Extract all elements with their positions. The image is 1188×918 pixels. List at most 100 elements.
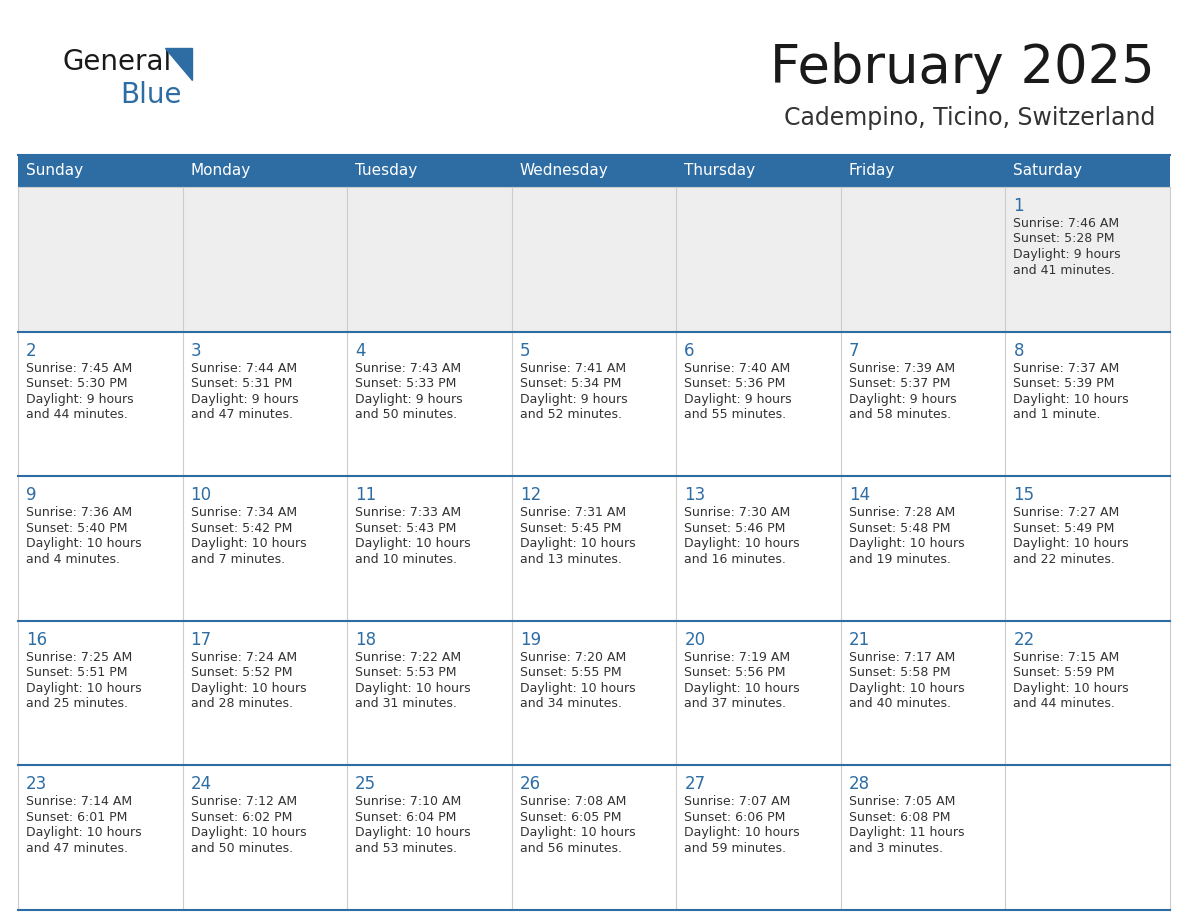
Text: Daylight: 9 hours: Daylight: 9 hours xyxy=(355,393,463,406)
Text: Daylight: 10 hours: Daylight: 10 hours xyxy=(190,826,307,839)
Text: General: General xyxy=(62,48,171,76)
Text: Daylight: 10 hours: Daylight: 10 hours xyxy=(1013,537,1129,550)
Text: Sunset: 6:05 PM: Sunset: 6:05 PM xyxy=(519,811,621,823)
Text: Sunrise: 7:34 AM: Sunrise: 7:34 AM xyxy=(190,506,297,520)
Text: Sunset: 5:43 PM: Sunset: 5:43 PM xyxy=(355,521,456,534)
Text: Daylight: 10 hours: Daylight: 10 hours xyxy=(190,537,307,550)
Text: 16: 16 xyxy=(26,631,48,649)
Text: Tuesday: Tuesday xyxy=(355,163,417,178)
Text: February 2025: February 2025 xyxy=(770,42,1155,94)
Text: 22: 22 xyxy=(1013,631,1035,649)
Text: Sunset: 5:48 PM: Sunset: 5:48 PM xyxy=(849,521,950,534)
Text: 14: 14 xyxy=(849,487,870,504)
Text: Daylight: 9 hours: Daylight: 9 hours xyxy=(849,393,956,406)
Text: Blue: Blue xyxy=(120,81,182,109)
Text: Sunset: 6:06 PM: Sunset: 6:06 PM xyxy=(684,811,785,823)
Text: Daylight: 10 hours: Daylight: 10 hours xyxy=(684,537,800,550)
Text: Sunset: 5:28 PM: Sunset: 5:28 PM xyxy=(1013,232,1114,245)
Text: and 3 minutes.: and 3 minutes. xyxy=(849,842,943,855)
Text: 28: 28 xyxy=(849,776,870,793)
Text: 20: 20 xyxy=(684,631,706,649)
Text: Sunset: 5:58 PM: Sunset: 5:58 PM xyxy=(849,666,950,679)
Text: Sunrise: 7:27 AM: Sunrise: 7:27 AM xyxy=(1013,506,1119,520)
Text: Sunset: 5:40 PM: Sunset: 5:40 PM xyxy=(26,521,127,534)
Text: Daylight: 10 hours: Daylight: 10 hours xyxy=(26,537,141,550)
Text: and 40 minutes.: and 40 minutes. xyxy=(849,698,950,711)
Text: Sunrise: 7:37 AM: Sunrise: 7:37 AM xyxy=(1013,362,1119,375)
Text: Daylight: 9 hours: Daylight: 9 hours xyxy=(1013,248,1121,261)
Text: Sunset: 5:33 PM: Sunset: 5:33 PM xyxy=(355,377,456,390)
Text: and 41 minutes.: and 41 minutes. xyxy=(1013,263,1116,276)
Text: Sunset: 5:36 PM: Sunset: 5:36 PM xyxy=(684,377,785,390)
Text: 8: 8 xyxy=(1013,341,1024,360)
Text: and 37 minutes.: and 37 minutes. xyxy=(684,698,786,711)
Polygon shape xyxy=(165,48,192,80)
Text: and 19 minutes.: and 19 minutes. xyxy=(849,553,950,565)
Text: Sunrise: 7:10 AM: Sunrise: 7:10 AM xyxy=(355,795,461,809)
Text: 25: 25 xyxy=(355,776,377,793)
Text: and 58 minutes.: and 58 minutes. xyxy=(849,409,950,421)
Text: Sunrise: 7:39 AM: Sunrise: 7:39 AM xyxy=(849,362,955,375)
Text: 9: 9 xyxy=(26,487,37,504)
Text: and 59 minutes.: and 59 minutes. xyxy=(684,842,786,855)
Text: Daylight: 10 hours: Daylight: 10 hours xyxy=(1013,682,1129,695)
Text: Sunrise: 7:17 AM: Sunrise: 7:17 AM xyxy=(849,651,955,664)
Text: 19: 19 xyxy=(519,631,541,649)
Text: and 47 minutes.: and 47 minutes. xyxy=(26,842,128,855)
Text: and 52 minutes.: and 52 minutes. xyxy=(519,409,621,421)
Text: Daylight: 10 hours: Daylight: 10 hours xyxy=(519,537,636,550)
Text: Sunday: Sunday xyxy=(26,163,83,178)
Text: Sunset: 6:01 PM: Sunset: 6:01 PM xyxy=(26,811,127,823)
Bar xyxy=(18,621,1170,766)
Bar xyxy=(676,155,841,187)
Text: Sunset: 5:49 PM: Sunset: 5:49 PM xyxy=(1013,521,1114,534)
Text: Sunrise: 7:19 AM: Sunrise: 7:19 AM xyxy=(684,651,790,664)
Text: and 16 minutes.: and 16 minutes. xyxy=(684,553,786,565)
Text: 23: 23 xyxy=(26,776,48,793)
Bar xyxy=(18,187,1170,331)
Text: Sunrise: 7:15 AM: Sunrise: 7:15 AM xyxy=(1013,651,1119,664)
Text: Daylight: 10 hours: Daylight: 10 hours xyxy=(26,826,141,839)
Bar xyxy=(18,766,1170,910)
Text: Saturday: Saturday xyxy=(1013,163,1082,178)
Text: Daylight: 9 hours: Daylight: 9 hours xyxy=(519,393,627,406)
Text: 7: 7 xyxy=(849,341,859,360)
Bar xyxy=(18,331,1170,476)
Text: 6: 6 xyxy=(684,341,695,360)
Text: and 13 minutes.: and 13 minutes. xyxy=(519,553,621,565)
Text: 3: 3 xyxy=(190,341,201,360)
Text: Daylight: 11 hours: Daylight: 11 hours xyxy=(849,826,965,839)
Text: Sunset: 5:45 PM: Sunset: 5:45 PM xyxy=(519,521,621,534)
Bar xyxy=(841,155,1005,187)
Text: 13: 13 xyxy=(684,487,706,504)
Text: Sunset: 5:55 PM: Sunset: 5:55 PM xyxy=(519,666,621,679)
Text: Daylight: 10 hours: Daylight: 10 hours xyxy=(355,537,470,550)
Text: Sunset: 5:31 PM: Sunset: 5:31 PM xyxy=(190,377,292,390)
Text: Sunrise: 7:36 AM: Sunrise: 7:36 AM xyxy=(26,506,132,520)
Text: Sunrise: 7:08 AM: Sunrise: 7:08 AM xyxy=(519,795,626,809)
Text: Sunrise: 7:46 AM: Sunrise: 7:46 AM xyxy=(1013,217,1119,230)
Text: 15: 15 xyxy=(1013,487,1035,504)
Text: 26: 26 xyxy=(519,776,541,793)
Text: Sunrise: 7:22 AM: Sunrise: 7:22 AM xyxy=(355,651,461,664)
Text: Sunset: 5:34 PM: Sunset: 5:34 PM xyxy=(519,377,621,390)
Text: Daylight: 10 hours: Daylight: 10 hours xyxy=(190,682,307,695)
Text: and 1 minute.: and 1 minute. xyxy=(1013,409,1101,421)
Text: and 50 minutes.: and 50 minutes. xyxy=(190,842,292,855)
Text: 18: 18 xyxy=(355,631,377,649)
Text: and 7 minutes.: and 7 minutes. xyxy=(190,553,285,565)
Text: 10: 10 xyxy=(190,487,211,504)
Text: 12: 12 xyxy=(519,487,541,504)
Text: Sunrise: 7:45 AM: Sunrise: 7:45 AM xyxy=(26,362,132,375)
Bar xyxy=(1005,155,1170,187)
Bar xyxy=(18,155,183,187)
Text: and 56 minutes.: and 56 minutes. xyxy=(519,842,621,855)
Text: 5: 5 xyxy=(519,341,530,360)
Text: and 50 minutes.: and 50 minutes. xyxy=(355,409,457,421)
Text: Sunset: 5:46 PM: Sunset: 5:46 PM xyxy=(684,521,785,534)
Text: Daylight: 10 hours: Daylight: 10 hours xyxy=(684,826,800,839)
Text: Wednesday: Wednesday xyxy=(519,163,608,178)
Text: 21: 21 xyxy=(849,631,870,649)
Text: Sunrise: 7:05 AM: Sunrise: 7:05 AM xyxy=(849,795,955,809)
Text: 27: 27 xyxy=(684,776,706,793)
